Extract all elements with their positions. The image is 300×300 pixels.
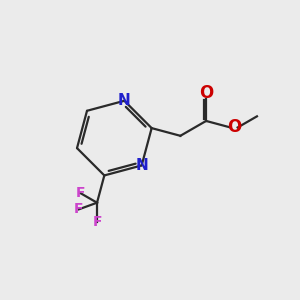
Text: F: F [76, 186, 85, 200]
Text: N: N [118, 93, 131, 108]
Text: F: F [74, 202, 84, 216]
Text: O: O [227, 118, 241, 136]
Text: O: O [199, 84, 213, 102]
Text: F: F [92, 215, 102, 229]
Text: N: N [135, 158, 148, 173]
